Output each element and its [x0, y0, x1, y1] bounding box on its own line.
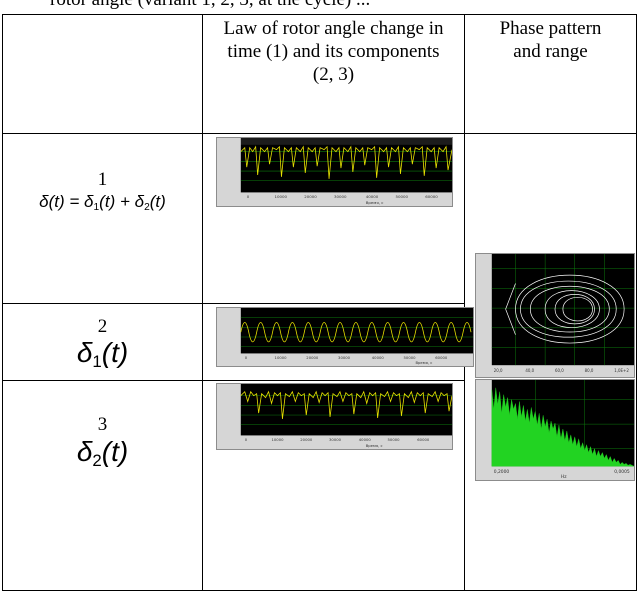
spectrum-plot: 0,2000 0,0005 Hz — [475, 379, 635, 481]
svg-text:40000: 40000 — [366, 194, 379, 199]
row-number-1: 1 — [97, 169, 108, 190]
table-row: 1 δ(t) = δ1(t) + δ2(t) — [2, 133, 637, 591]
svg-text:10000: 10000 — [272, 438, 285, 442]
svg-text:20000: 20000 — [304, 194, 317, 199]
svg-text:10000: 10000 — [275, 194, 288, 199]
svg-text:Время, с: Время, с — [415, 361, 432, 365]
svg-text:30000: 30000 — [329, 438, 342, 442]
svg-text:80,0: 80,0 — [585, 368, 594, 373]
svg-text:60,0: 60,0 — [555, 368, 564, 373]
row-number-3: 3 — [97, 414, 108, 435]
row-plot-cell-2: 0 10000 20000 30000 40000 50000 60000 Время, … — [202, 303, 474, 381]
row-label-cell-1: 1 δ(t) = δ1(t) + δ2(t) — [2, 133, 203, 304]
svg-text:50000: 50000 — [404, 356, 417, 360]
phase-cell: 20,0 40,0 60,0 80,0 1,0E+2 — [464, 133, 637, 591]
row-number-2: 2 — [97, 316, 108, 337]
header-law-text: Law of rotor angle change in time (1) an… — [223, 18, 444, 85]
svg-text:20,0: 20,0 — [494, 368, 503, 373]
svg-text:50000: 50000 — [395, 194, 408, 199]
time-plot-component-2: 0 10000 20000 30000 40000 50000 60000 Время, … — [216, 383, 453, 450]
header-phase-cell: Phase pattern and range — [464, 14, 637, 134]
results-table: Law of rotor angle change in time (1) an… — [2, 14, 637, 591]
svg-text:60000: 60000 — [417, 438, 430, 442]
header-law-cell: Law of rotor angle change in time (1) an… — [202, 14, 465, 134]
svg-text:0: 0 — [247, 194, 250, 199]
row-label-cell-3: 3 δ2(t) — [2, 380, 203, 591]
svg-text:60000: 60000 — [425, 194, 438, 199]
svg-text:40000: 40000 — [372, 356, 385, 360]
formula-total: δ(t) = δ1(t) + δ2(t) — [39, 192, 166, 214]
row-plot-cell-1: 0 10000 20000 30000 40000 50000 60000 Время, … — [202, 133, 465, 304]
svg-text:0: 0 — [245, 438, 248, 442]
row-label-cell-2: 2 δ1(t) — [2, 303, 203, 381]
table-row: 3 δ2(t) 0 10000 20000 30000 40000 50000 — [2, 380, 637, 591]
svg-text:30000: 30000 — [334, 194, 347, 199]
svg-text:0,2000: 0,2000 — [494, 469, 510, 475]
table-row: 2 δ1(t) 0 10000 20000 30000 40000 50000 — [2, 303, 637, 381]
header-empty-cell — [2, 14, 203, 134]
svg-text:0: 0 — [245, 356, 248, 360]
table-header-row: Law of rotor angle change in time (1) an… — [2, 14, 637, 134]
svg-text:1,0E+2: 1,0E+2 — [614, 368, 629, 373]
svg-text:40000: 40000 — [359, 438, 372, 442]
svg-text:0,0005: 0,0005 — [614, 469, 630, 475]
svg-text:30000: 30000 — [338, 356, 351, 360]
top-cut-text: rotor angle (variant 1, 2, 3, at the cyc… — [50, 0, 640, 11]
svg-text:20000: 20000 — [300, 438, 313, 442]
svg-text:10000: 10000 — [275, 356, 288, 360]
formula-delta1: δ1(t) — [76, 337, 129, 372]
svg-text:50000: 50000 — [388, 438, 401, 442]
phase-portrait: 20,0 40,0 60,0 80,0 1,0E+2 — [475, 253, 635, 378]
row-plot-cell-3: 0 10000 20000 30000 40000 50000 60000 Время, … — [202, 380, 465, 591]
svg-text:Hz: Hz — [561, 474, 567, 480]
svg-text:Время, с: Время, с — [366, 200, 384, 205]
time-plot-total: 0 10000 20000 30000 40000 50000 60000 Время, … — [216, 137, 453, 207]
header-phase-text: Phase pattern and range — [499, 18, 602, 62]
svg-text:60000: 60000 — [435, 356, 448, 360]
formula-delta2: δ2(t) — [76, 436, 129, 471]
svg-text:40,0: 40,0 — [525, 368, 534, 373]
time-plot-component-1: 0 10000 20000 30000 40000 50000 60000 Время, … — [216, 307, 474, 367]
svg-text:Время, с: Время, с — [366, 444, 383, 448]
svg-text:20000: 20000 — [306, 356, 319, 360]
